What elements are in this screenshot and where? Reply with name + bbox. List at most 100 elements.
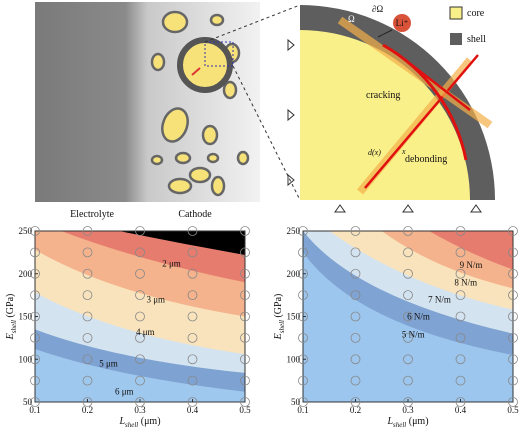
crack-zone [356, 57, 474, 195]
sample-point [403, 226, 413, 236]
sample-point [240, 397, 250, 407]
y-axis-label: Eshell (GPa) [273, 294, 286, 341]
crack [191, 67, 201, 76]
sample-point [298, 375, 308, 386]
sample-point [82, 268, 93, 279]
sample-point [508, 397, 518, 407]
sample-point [187, 375, 198, 386]
y-tick-label: 250 [287, 226, 301, 236]
arrow [377, 29, 393, 38]
model-schematic: Li⁺ Ω ∂Ω cracking debonding d(x) x core … [287, 4, 495, 213]
sample-point [30, 332, 40, 343]
crack [394, 51, 471, 111]
sample-point [82, 354, 93, 365]
sample-point [240, 226, 250, 236]
sample-point [187, 226, 198, 236]
sample-point [187, 354, 198, 365]
sample-point [403, 375, 413, 386]
sample-point [350, 226, 361, 236]
sample-point [350, 247, 361, 258]
x-tick-label: 0.5 [507, 405, 519, 415]
sample-point [187, 247, 198, 258]
zoom-line [204, 4, 301, 43]
sample-point [350, 290, 361, 301]
sample-point [508, 375, 518, 386]
x-tick-label: 0.1 [297, 405, 308, 415]
legend-label: core [467, 8, 485, 19]
sample-point [240, 311, 250, 322]
x-axis-label: Lshell (μm) [118, 416, 160, 428]
legend-swatch [450, 33, 462, 45]
label-part: L [118, 416, 125, 427]
sample-point [30, 354, 40, 365]
sample-point [82, 226, 93, 236]
sample-point [240, 268, 250, 279]
legend-swatch [449, 6, 463, 20]
sample-point [508, 247, 518, 258]
sample-point [187, 311, 198, 322]
y-tick-label: 200 [287, 269, 301, 279]
y-tick-label: 100 [19, 354, 33, 364]
label-part: L [386, 416, 393, 427]
sample-point [298, 226, 308, 236]
sample-point [30, 397, 40, 407]
sample-point [403, 311, 413, 322]
sample-point [455, 226, 466, 236]
core [300, 30, 470, 200]
contour-label: 6 μm [115, 387, 134, 397]
y-tick-label: 250 [19, 226, 33, 236]
label: Ω [348, 14, 355, 24]
label-part: shell [125, 421, 138, 428]
x-axis-label: Lshell (μm) [386, 416, 428, 428]
contour-label: 9 N/m [460, 260, 483, 270]
sample-point [82, 397, 93, 407]
y-tick-label: 150 [19, 312, 33, 322]
sample-point [135, 290, 145, 301]
sample-point [455, 375, 466, 386]
sample-point [403, 247, 413, 258]
label-part: (μm) [138, 416, 160, 427]
x-tick-label: 0.4 [455, 405, 467, 415]
sample-point [403, 354, 413, 365]
contour-label: 3 μm [146, 294, 165, 304]
sample-point [403, 397, 413, 407]
sample-point [298, 354, 308, 365]
x-tick-label: 0.2 [82, 405, 93, 415]
sample-point [187, 332, 198, 343]
band [35, 231, 245, 255]
sample-point [240, 247, 250, 258]
y-tick-label: 50 [291, 397, 301, 407]
sample-point [187, 397, 198, 407]
sample-point [508, 332, 518, 343]
y-tick-label: 150 [287, 312, 301, 322]
sample-point [455, 268, 466, 279]
x-tick-label: 0.5 [239, 405, 251, 415]
contour-plot: 2 μm 3 μm 4 μm 5 μm 6 μm 0.1 0.2 0.3 0.4 0.5 50 100… [5, 226, 251, 428]
sample-point [455, 247, 466, 258]
label-part: shell [10, 320, 18, 333]
sample-point [30, 268, 40, 279]
legend-label: shell [467, 34, 486, 45]
x-tick-label: 0.2 [350, 405, 361, 415]
sample-point [350, 354, 361, 365]
contour-label: 2 μm [162, 258, 181, 268]
sample-point [135, 268, 145, 279]
sample-point [455, 354, 466, 365]
sample-point [82, 375, 93, 386]
contour-label: 8 N/m [454, 277, 477, 287]
sample-point [240, 375, 250, 386]
sample-point [30, 247, 40, 258]
label: x [401, 147, 406, 156]
y-tick-label: 200 [19, 269, 33, 279]
sample-point [82, 332, 93, 343]
sample-point [455, 397, 466, 407]
electrode-schematic: Electrolyte Cathode [35, 2, 301, 220]
sample-point [350, 311, 361, 322]
sample-point [298, 290, 308, 301]
sample-point [240, 332, 250, 343]
bands [35, 231, 245, 402]
sample-point [350, 268, 361, 279]
label-part: shell [393, 421, 406, 428]
zoom-line [232, 65, 301, 201]
